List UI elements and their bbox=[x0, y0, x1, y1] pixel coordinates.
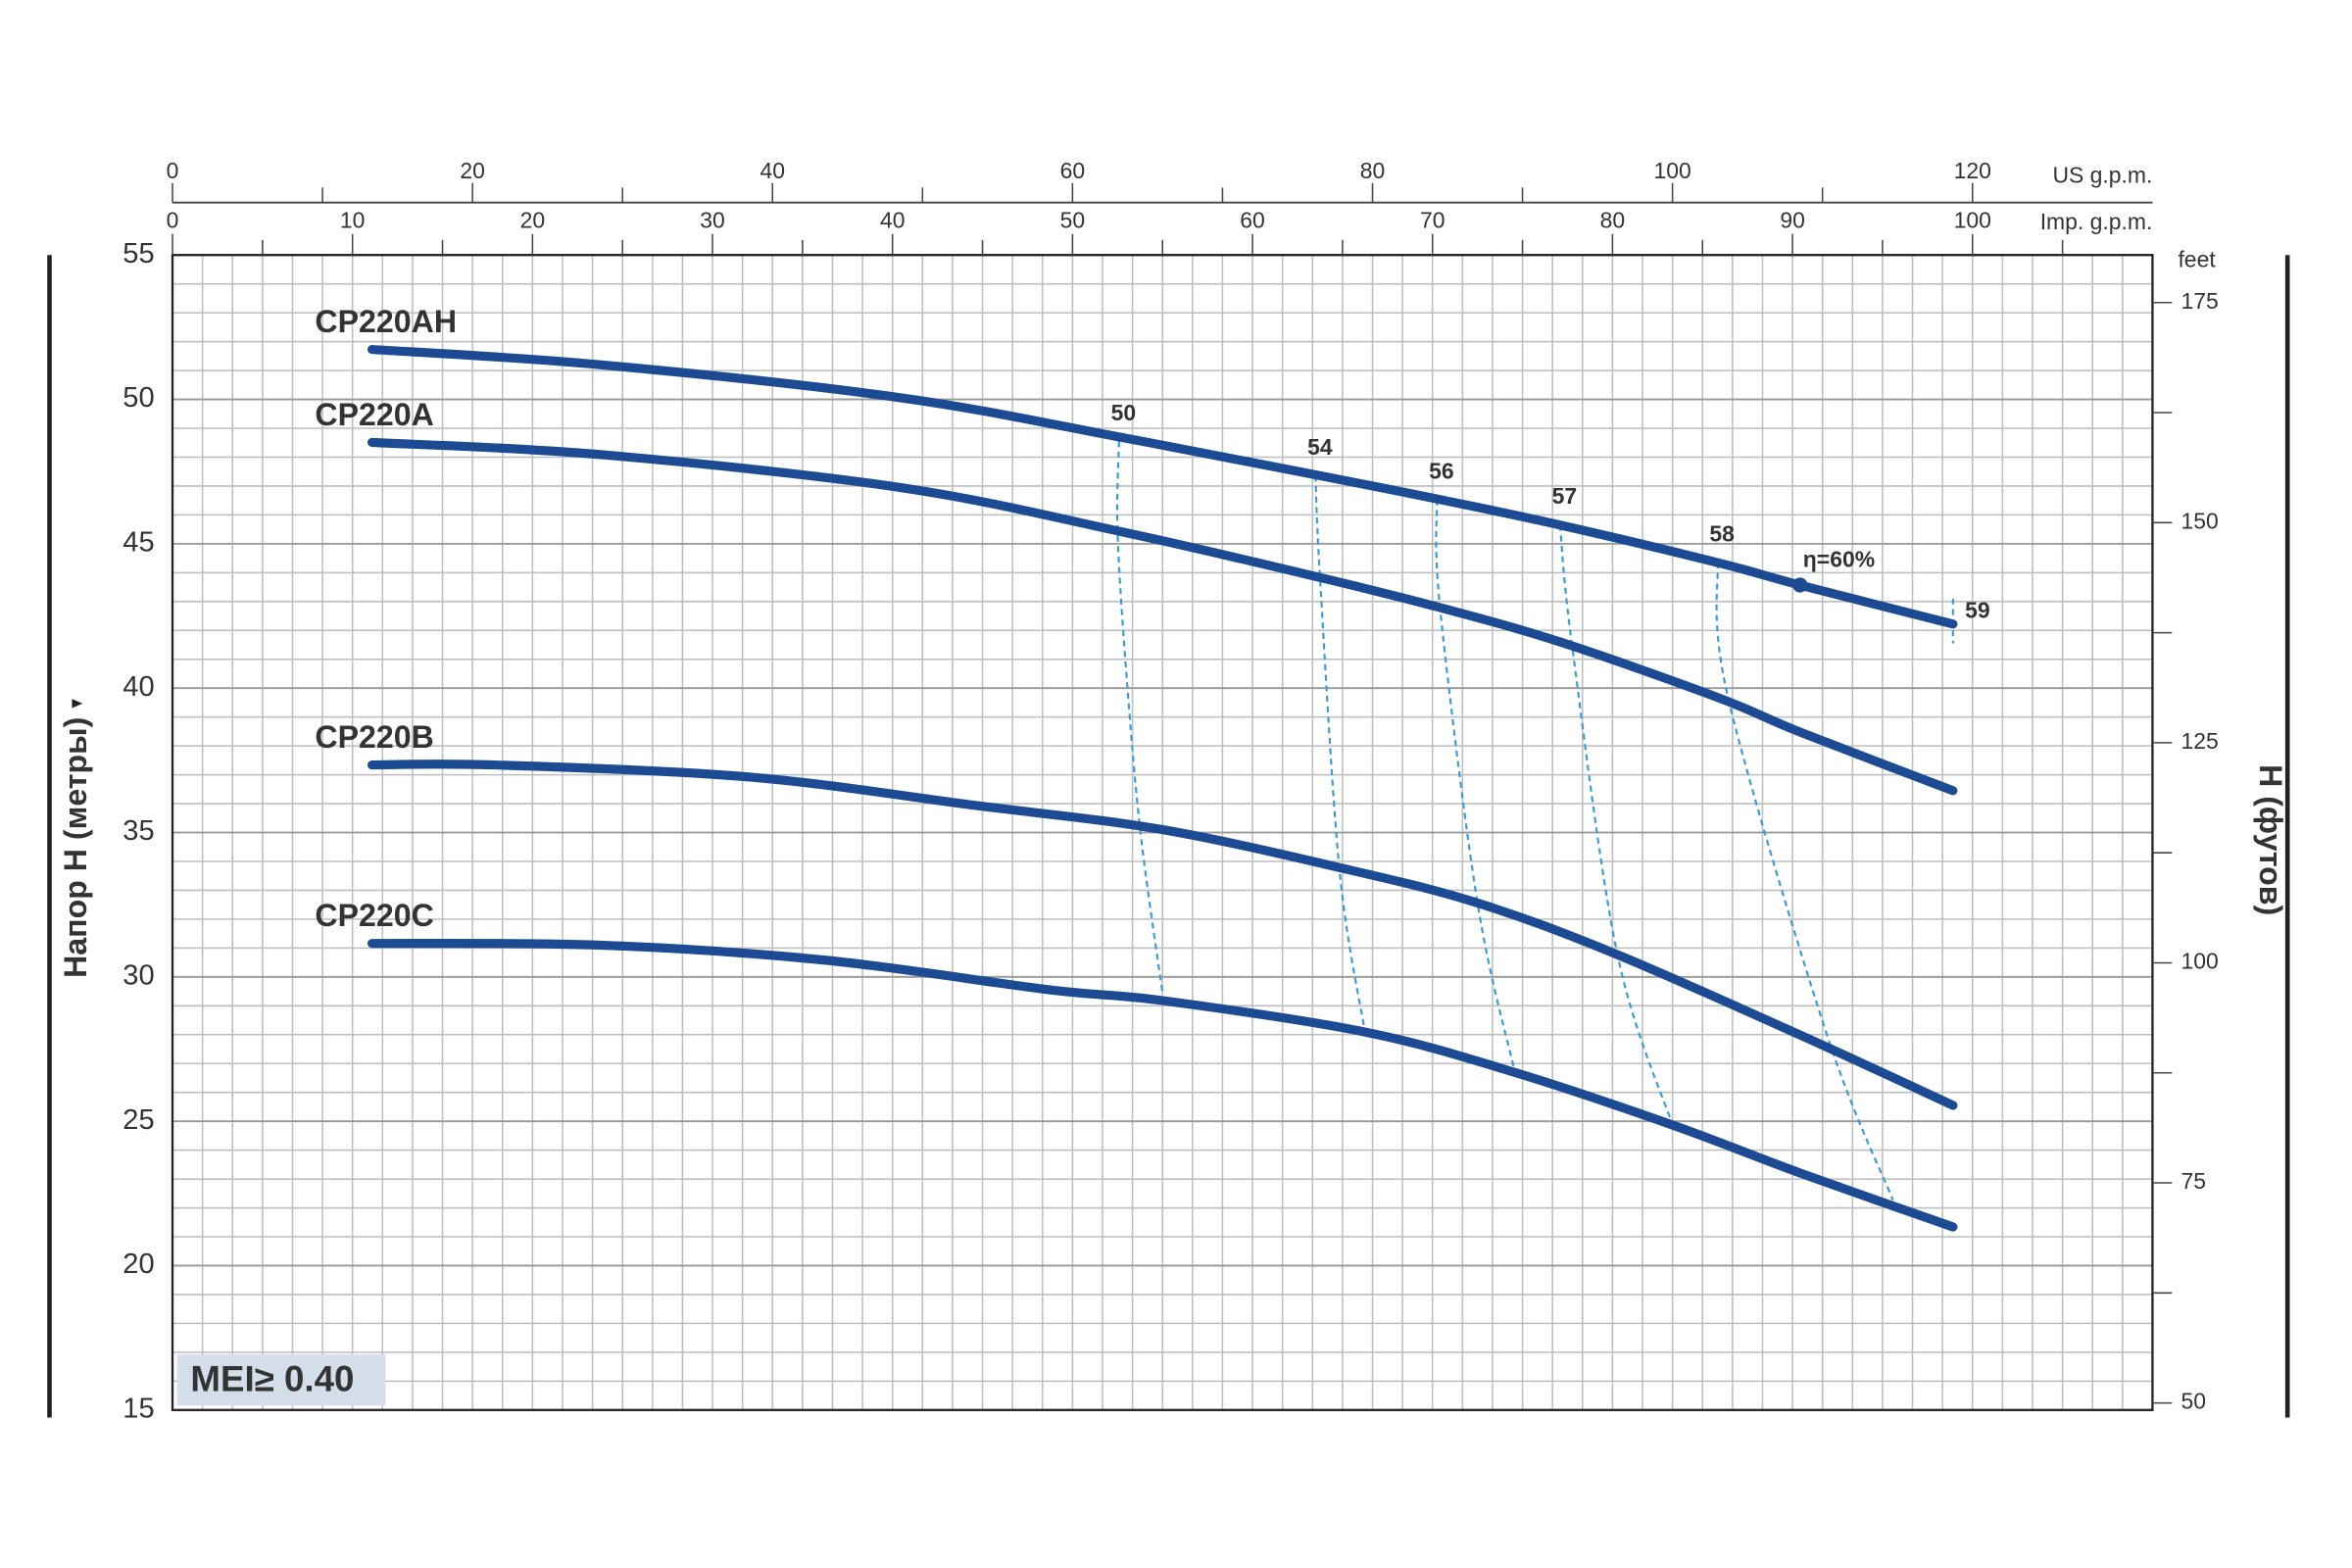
x-tick-label: 40 bbox=[760, 158, 786, 183]
annotation-point bbox=[1792, 577, 1808, 593]
y-tick-label: 55 bbox=[122, 238, 154, 270]
y2-axis-title: H (футов) bbox=[2253, 764, 2288, 915]
x-tick-label: 100 bbox=[1653, 158, 1690, 183]
efficiency-curve bbox=[1558, 524, 1674, 1126]
x2-tick-label: 10 bbox=[340, 208, 366, 233]
x-tick-label: 120 bbox=[1954, 158, 1991, 183]
x2-axis-title: Imp. g.p.m. bbox=[2040, 209, 2153, 234]
axis-arrow bbox=[72, 699, 83, 709]
series-label: CP220AH bbox=[315, 304, 457, 339]
x2-tick-label: 20 bbox=[520, 208, 546, 233]
x-tick-label: 20 bbox=[460, 158, 485, 183]
badge-box bbox=[176, 1354, 386, 1406]
y-tick-label: 40 bbox=[122, 671, 154, 703]
y-tick-label: 30 bbox=[122, 960, 154, 992]
x-tick-label: 0 bbox=[167, 158, 179, 183]
x2-tick-label: 0 bbox=[167, 208, 179, 233]
efficiency-curve bbox=[1435, 499, 1516, 1073]
efficiency-label: 59 bbox=[1965, 598, 1990, 623]
y2-tick-label: 50 bbox=[2181, 1389, 2207, 1414]
x2-tick-label: 100 bbox=[1954, 208, 1991, 233]
y-tick-label: 50 bbox=[122, 382, 154, 414]
pump-curve bbox=[368, 344, 1958, 629]
x2-tick-label: 30 bbox=[700, 208, 725, 233]
y2-tick-label: 125 bbox=[2181, 728, 2219, 754]
x2-tick-label: 60 bbox=[1240, 208, 1265, 233]
y-axis-title: Напор H (метры) bbox=[58, 717, 93, 978]
x-tick-label: 60 bbox=[1060, 158, 1086, 183]
x2-tick-label: 80 bbox=[1600, 208, 1626, 233]
y2-tick-label: 75 bbox=[2181, 1168, 2207, 1194]
x2-tick-label: 40 bbox=[880, 208, 906, 233]
y2-tick-label: 150 bbox=[2181, 508, 2219, 533]
efficiency-label: 50 bbox=[1111, 400, 1137, 425]
efficiency-curve bbox=[1115, 441, 1164, 994]
y-tick-label: 20 bbox=[122, 1249, 154, 1280]
pump-curve bbox=[368, 760, 1958, 1110]
annotation-label: η=60% bbox=[1803, 547, 1875, 572]
efficiency-curve bbox=[1314, 475, 1366, 1033]
y2-tick-label: 175 bbox=[2181, 288, 2219, 314]
y2-unit: feet bbox=[2178, 246, 2216, 271]
efficiency-label: 56 bbox=[1429, 458, 1454, 483]
series-label: CP220C bbox=[315, 898, 433, 933]
y-tick-label: 45 bbox=[122, 527, 154, 559]
x2-tick-label: 70 bbox=[1420, 208, 1446, 233]
series-label: CP220A bbox=[315, 397, 433, 432]
badge: MEI≥ 0.40 bbox=[190, 1358, 354, 1398]
x2-tick-label: 90 bbox=[1780, 208, 1805, 233]
pump-curve bbox=[368, 938, 1958, 1232]
y-tick-label: 35 bbox=[122, 815, 154, 847]
x-axis-title: US g.p.m. bbox=[2052, 163, 2152, 188]
efficiency-curve bbox=[1715, 562, 1894, 1200]
x2-tick-label: 50 bbox=[1060, 208, 1086, 233]
pump-curve bbox=[368, 437, 1958, 796]
series-label: CP220B bbox=[315, 719, 433, 755]
efficiency-label: 58 bbox=[1709, 521, 1735, 547]
y2-tick-label: 100 bbox=[2181, 949, 2219, 974]
y-tick-label: 25 bbox=[122, 1104, 154, 1136]
x-tick-label: 80 bbox=[1360, 158, 1386, 183]
y-tick-label: 15 bbox=[122, 1393, 154, 1424]
efficiency-label: 57 bbox=[1552, 483, 1578, 509]
efficiency-label: 54 bbox=[1307, 434, 1333, 460]
